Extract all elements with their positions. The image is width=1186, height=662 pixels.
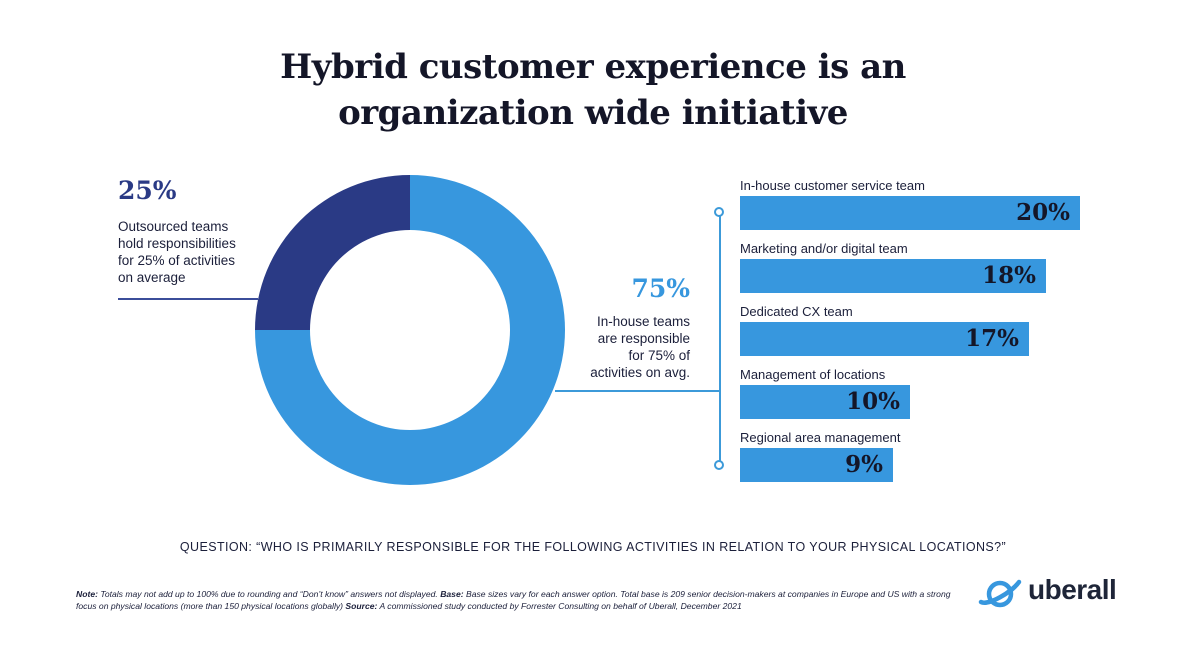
chart-title: Hybrid customer experience is an organiz… <box>0 44 1186 136</box>
note-text: Totals may not add up to 100% due to rou… <box>97 589 441 599</box>
outsourced-connector-line <box>118 298 258 300</box>
outsourced-line: hold responsibilities <box>118 236 236 251</box>
donut-slice-outsourced <box>255 175 410 330</box>
outsourced-description: Outsourced teams hold responsibilities f… <box>118 218 236 286</box>
bar: 18% <box>740 259 1046 293</box>
base-text: Base sizes vary for each answer option. … <box>76 589 951 611</box>
bar-value-label: 10% <box>846 388 900 415</box>
bar-value-label: 18% <box>982 262 1036 289</box>
title-line-2: organization wide initiative <box>338 93 848 133</box>
bar-value-label: 17% <box>965 325 1019 352</box>
title-line-1: Hybrid customer experience is an <box>280 47 906 87</box>
bar: 17% <box>740 322 1029 356</box>
inhouse-line: activities on avg. <box>590 365 690 380</box>
base-label: Base: <box>440 589 464 599</box>
donut-slice-inhouse <box>255 175 565 485</box>
inhouse-percent: 75% <box>631 274 690 303</box>
note-label: Note: <box>76 589 98 599</box>
bracket-bottom-dot <box>714 460 724 470</box>
bar-value-label: 20% <box>1016 199 1070 226</box>
bar-label: Regional area management <box>740 430 901 445</box>
bar: 10% <box>740 385 910 419</box>
inhouse-line: are responsible <box>597 331 690 346</box>
source-text: A commissioned study conducted by Forres… <box>377 601 742 611</box>
outsourced-line: for 25% of activities <box>118 253 236 268</box>
uberall-logo-text: uberall <box>1028 574 1117 605</box>
inhouse-line: for 75% of <box>628 348 690 363</box>
outsourced-line: on average <box>118 270 186 285</box>
bracket-top-dot <box>714 207 724 217</box>
survey-question: QUESTION: “WHO IS PRIMARILY RESPONSIBLE … <box>179 540 1007 554</box>
bar-label: Dedicated CX team <box>740 304 853 319</box>
outsourced-percent: 25% <box>118 176 177 205</box>
footnote: Note: Totals may not add up to 100% due … <box>76 588 956 612</box>
bar: 20% <box>740 196 1080 230</box>
bar: 9% <box>740 448 893 482</box>
inhouse-line: In-house teams <box>596 314 690 329</box>
bracket-line <box>719 214 721 464</box>
source-label: Source: <box>345 601 378 611</box>
inhouse-connector-line <box>555 390 720 392</box>
bar-label: Marketing and/or digital team <box>740 241 908 256</box>
bar-label: In-house customer service team <box>740 178 925 193</box>
outsourced-line: Outsourced teams <box>118 219 229 234</box>
bar-label: Management of locations <box>740 367 886 382</box>
bar-value-label: 9% <box>845 451 883 478</box>
inhouse-description: In-house teams are responsible for 75% o… <box>540 313 690 381</box>
planet-icon <box>978 579 1022 608</box>
donut-chart <box>255 175 565 485</box>
